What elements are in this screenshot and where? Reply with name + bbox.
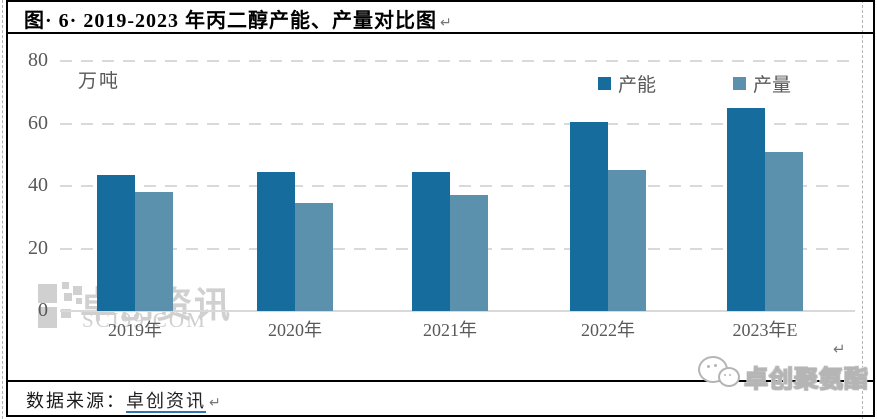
wechat-watermark-text: 卓创聚氨酯 [744,367,869,394]
y-axis-unit-label: 万吨 [78,71,121,92]
source-label: 数据来源： [26,391,126,411]
x-tick-label-2022年: 2022年 [581,320,635,340]
text-boundary-left [2,0,3,419]
text-boundary-right [862,0,863,419]
title-row-divider [6,32,873,34]
bar-产能-2019年 [97,175,135,311]
bar-产量-2022年 [608,170,646,311]
chart-area: 卓创资讯 SCI99.COM 0204060802019年2020年2021年2… [8,34,869,380]
bar-产能-2021年 [412,172,450,311]
x-tick-label-2020年: 2020年 [268,320,322,340]
source-link[interactable]: 卓创资讯 [126,391,206,413]
legend-item-capacity: 产能 [598,70,656,97]
source-row-divider [6,380,873,382]
bar-产能-2022年 [570,122,608,311]
legend-label-output: 产量 [753,75,792,96]
paragraph-mark-icon: ↵ [209,395,223,411]
y-tick-label-80: 80 [28,49,48,71]
bar-产量-2021年 [450,195,488,311]
gridline-60 [60,122,855,125]
wechat-icon [698,354,744,392]
wechat-watermark: 卓创聚氨酯 [688,354,873,394]
bar-产量-2019年 [135,192,173,311]
sci99-logo-icon [38,282,82,330]
sci99-watermark-url: SCI99.COM [82,308,207,332]
bar-产能-2020年 [257,172,295,311]
x-tick-label-2019年: 2019年 [108,320,162,340]
bar-产量-2023年E [765,152,803,311]
capacity-swatch-icon [598,77,611,90]
table-border [6,0,875,417]
paragraph-mark-icon: ↵ [833,340,846,358]
x-tick-label-2021年: 2021年 [423,320,477,340]
y-tick-label-20: 20 [28,236,48,259]
gridline-40 [60,185,855,187]
chart-title: 图· 6· 2019-2023 年丙二醇产能、产量对比图 ↵ [24,4,844,32]
legend-label-capacity: 产能 [618,75,657,96]
y-tick-label-40: 40 [28,174,48,196]
legend-item-output: 产量 [733,70,791,97]
bar-产能-2023年E [727,108,765,311]
bar-产量-2020年 [295,203,333,311]
x-axis-line [60,310,855,312]
source-row: 数据来源：卓创资讯 ↵ [26,387,223,413]
output-swatch-icon [733,77,746,90]
x-tick-label-2023年E: 2023年E [732,320,798,340]
paragraph-mark-icon: ↵ [440,15,453,31]
chart-legend: 产能 产量 [8,70,869,97]
gridline-80 [60,60,855,62]
title-text: 图· 6· 2019-2023 年丙二醇产能、产量对比图 [24,10,437,32]
y-tick-label-0: 0 [38,299,48,321]
y-tick-label-60: 60 [28,111,48,134]
